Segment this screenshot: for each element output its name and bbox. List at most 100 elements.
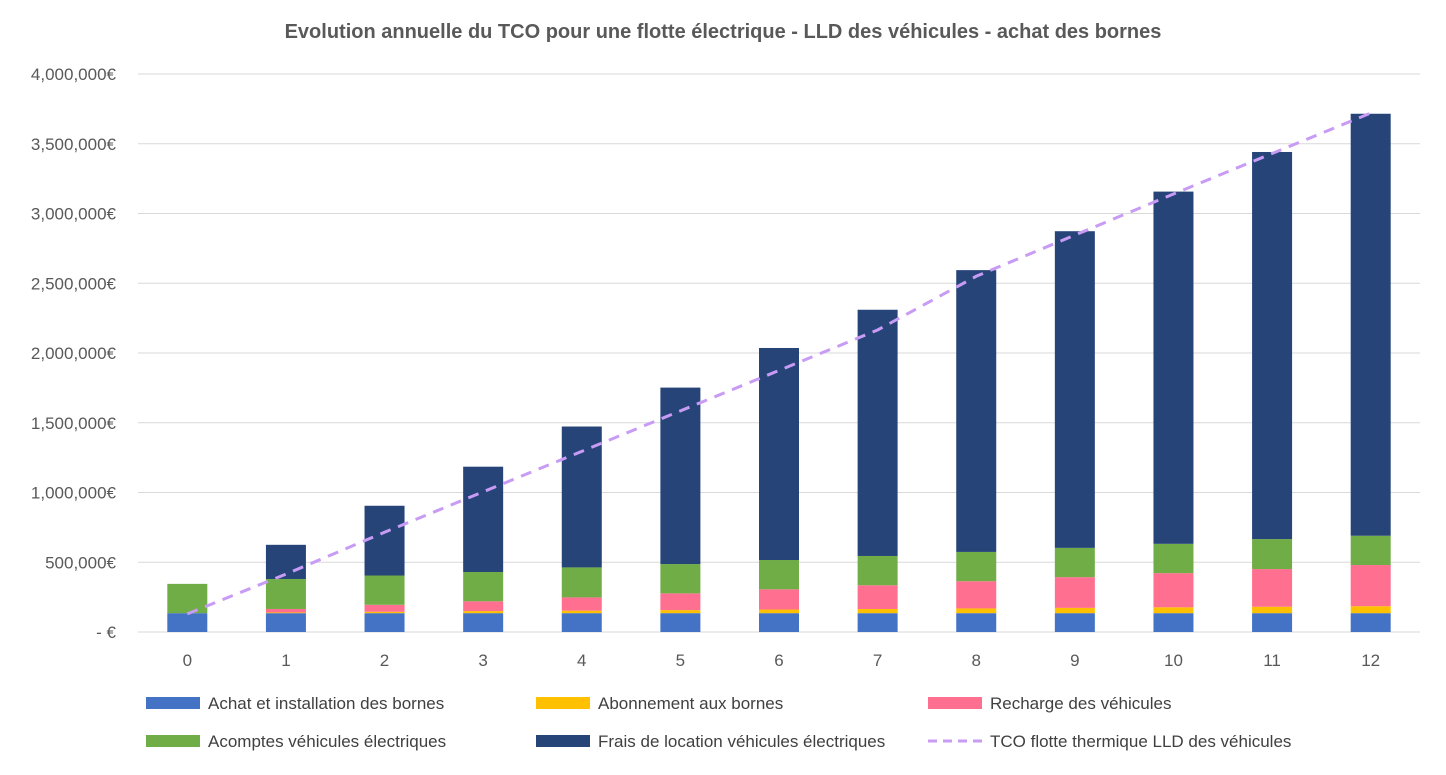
bar-segment	[857, 608, 898, 614]
bar-segment	[857, 555, 898, 586]
bar-segment	[561, 610, 602, 614]
x-tick-label: 7	[873, 651, 882, 670]
bar-segment	[1153, 613, 1194, 632]
bar-segment	[1350, 613, 1391, 632]
bar-segment	[956, 608, 997, 614]
legend-item: Achat et installation des bornes	[146, 694, 444, 713]
bar-segment	[561, 597, 602, 611]
bar-segment	[1054, 607, 1095, 614]
legend-swatch	[146, 697, 200, 709]
bar-segment	[364, 604, 405, 612]
bar-segment	[759, 613, 799, 632]
legend-swatch	[536, 697, 590, 709]
bar-segment	[759, 347, 799, 561]
bar-segment	[463, 611, 504, 614]
bar-segment	[463, 466, 504, 573]
bar-segment	[1054, 231, 1095, 548]
bar-segment	[759, 560, 799, 590]
bar-segment	[364, 505, 405, 576]
bar-segment	[265, 613, 306, 632]
y-tick-label: 2,000,000€	[31, 344, 117, 363]
x-tick-label: 2	[380, 651, 389, 670]
x-tick-label: 12	[1361, 651, 1380, 670]
bar-segment	[463, 613, 504, 632]
tco-line-path	[186, 111, 1372, 616]
bar-segment	[364, 575, 405, 605]
bar-segment	[857, 613, 898, 632]
legend-label: Recharge des véhicules	[990, 694, 1171, 713]
bar-segment	[265, 544, 306, 579]
legend-label: Achat et installation des bornes	[208, 694, 444, 713]
legend-item: Recharge des véhicules	[928, 694, 1171, 713]
bar-segment	[1350, 606, 1391, 614]
bar-segment	[660, 610, 701, 614]
legend-label: Acomptes véhicules électriques	[208, 732, 446, 751]
bar-segment	[956, 613, 997, 632]
y-tick-label: 4,000,000€	[31, 65, 117, 84]
x-tick-label: 11	[1263, 651, 1281, 670]
legend-item: Abonnement aux bornes	[536, 694, 783, 713]
bar-segment	[364, 611, 405, 614]
bar-segment	[660, 593, 701, 611]
x-tick-label: 4	[577, 651, 586, 670]
bar-segment	[660, 387, 701, 565]
bar-segment	[660, 564, 701, 594]
bar-segment	[561, 567, 602, 598]
tco-line	[186, 111, 1372, 616]
bar-segment	[1252, 606, 1293, 614]
bar-segment	[1153, 191, 1194, 544]
bar-segment	[265, 578, 306, 609]
bar-segment	[759, 609, 799, 614]
bar-segment	[167, 613, 208, 632]
legend-item: Frais de location véhicules électriques	[536, 732, 885, 751]
bar-segment	[857, 309, 898, 556]
bar-segment	[1252, 539, 1293, 570]
y-tick-label: 3,500,000€	[31, 135, 117, 154]
bar-segment	[857, 585, 898, 609]
x-tick-label: 8	[971, 651, 980, 670]
chart-title: Evolution annuelle du TCO pour une flott…	[285, 21, 1162, 43]
x-axis: 0 1 2 3 4 5 6 7 8 9 10 11 12	[183, 651, 1381, 670]
legend-label: TCO flotte thermique LLD des véhicules	[990, 732, 1291, 751]
legend-swatch	[146, 735, 200, 747]
bar-segment	[1054, 547, 1095, 578]
bar-segment	[561, 613, 602, 632]
bar-segment	[265, 608, 306, 613]
y-tick-label: - €	[96, 623, 116, 642]
y-tick-label: 500,000€	[45, 553, 116, 572]
x-tick-label: 10	[1164, 651, 1183, 670]
bar-segment	[167, 583, 208, 614]
bar-segment	[1054, 613, 1095, 632]
x-tick-label: 6	[774, 651, 783, 670]
bar-segment	[463, 601, 504, 612]
bars	[167, 113, 1391, 632]
bar-segment	[1252, 569, 1293, 607]
bar-segment	[463, 572, 504, 602]
bar-segment	[660, 613, 701, 632]
legend-item: TCO flotte thermique LLD des véhicules	[928, 732, 1291, 751]
legend: Achat et installation des bornes Abonneme…	[146, 694, 1291, 751]
x-tick-label: 5	[676, 651, 685, 670]
bar-segment	[1350, 565, 1391, 607]
y-tick-label: 2,500,000€	[31, 274, 117, 293]
bar-segment	[1054, 577, 1095, 608]
bar-segment	[956, 270, 997, 552]
legend-swatch	[536, 735, 590, 747]
y-tick-label: 1,000,000€	[31, 484, 117, 503]
x-tick-label: 0	[183, 651, 192, 670]
legend-label: Frais de location véhicules électriques	[598, 732, 885, 751]
bar-segment	[1350, 113, 1391, 536]
bar-segment	[1252, 613, 1293, 632]
bar-segment	[1153, 607, 1194, 614]
legend-swatch	[928, 697, 982, 709]
bar-segment	[561, 426, 602, 568]
bar-segment	[1153, 543, 1194, 574]
legend-label: Abonnement aux bornes	[598, 694, 783, 713]
bar-segment	[956, 581, 997, 609]
legend-item: Acomptes véhicules électriques	[146, 732, 446, 751]
bar-segment	[956, 551, 997, 582]
bar-segment	[759, 589, 799, 610]
y-tick-label: 1,500,000€	[31, 414, 117, 433]
